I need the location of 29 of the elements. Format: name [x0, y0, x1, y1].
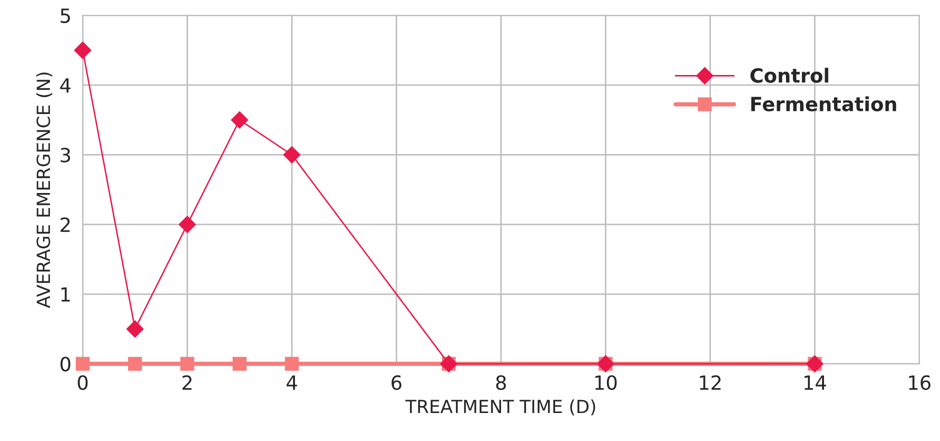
point [128, 356, 142, 371]
x-tick-label: 8 [496, 375, 506, 390]
y-axis-title: AVERAGE EMERGENCE (N) [36, 72, 52, 308]
point [231, 111, 248, 129]
x-tick-label: 10 [595, 375, 617, 390]
x-tick-label: 12 [700, 375, 721, 390]
x-tick-label: 4 [286, 376, 297, 390]
y-tick-label: 4 [60, 78, 71, 92]
x-tick-label: 6 [392, 375, 402, 390]
y-tick-label: 0 [60, 356, 70, 372]
point [180, 356, 194, 371]
y-tick-label: 2 [60, 217, 70, 232]
point [284, 356, 299, 371]
x-axis-title: TREATMENT TIME (D) [405, 399, 596, 416]
x-tick-label: 0 [78, 375, 88, 390]
point [74, 42, 92, 59]
x-tick-label: 2 [182, 375, 192, 390]
point [232, 356, 247, 371]
point [76, 356, 90, 371]
y-tick-label: 1 [61, 287, 70, 302]
y-tick-label: 3 [60, 148, 70, 162]
point [126, 320, 144, 338]
legend-label: Control [750, 68, 828, 83]
x-tick-label: 14 [804, 376, 826, 390]
x-tick-label: 16 [909, 375, 930, 390]
point [178, 216, 196, 234]
legend-label: Fermentation [751, 96, 896, 112]
point [283, 146, 300, 164]
y-tick-label: 5 [60, 8, 70, 24]
